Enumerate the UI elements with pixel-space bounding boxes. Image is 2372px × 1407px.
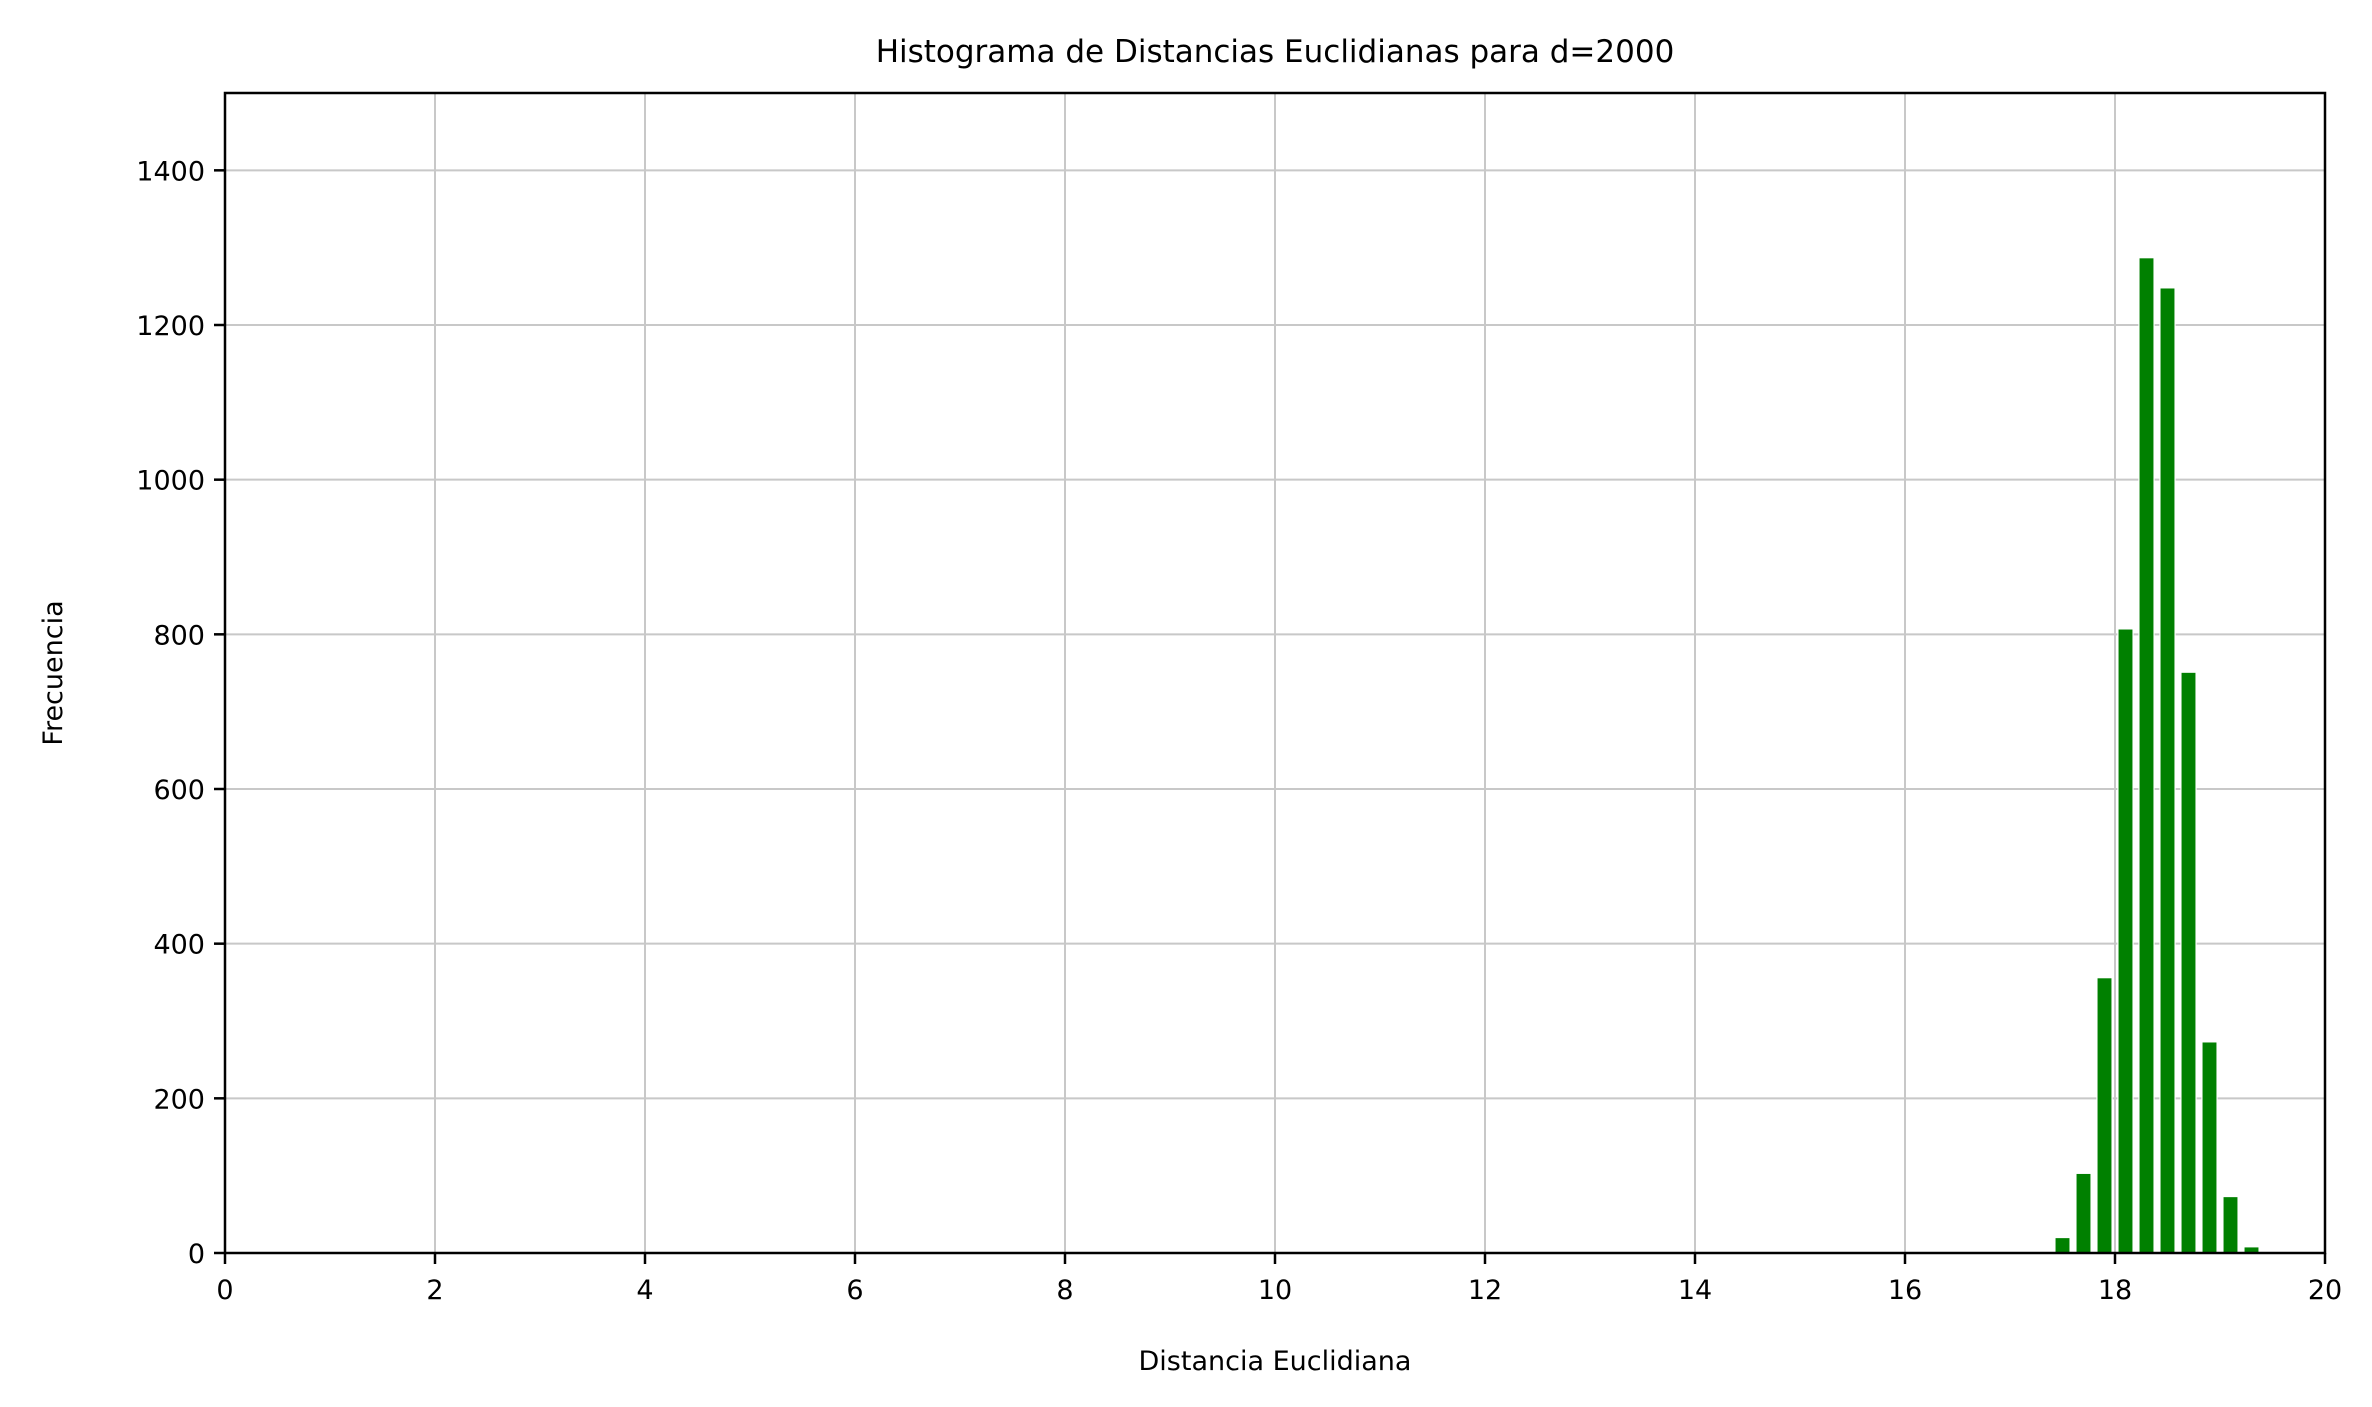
x-tick-label: 14 bbox=[1678, 1275, 1712, 1306]
histogram-bar bbox=[2138, 257, 2155, 1254]
ticks-layer: 0 2 4 6 8 10 12 14 16 18 2002004006008001000120014… bbox=[136, 156, 2342, 1306]
histogram-bar bbox=[2117, 628, 2134, 1254]
x-tick-label: 0 bbox=[216, 1275, 233, 1306]
chart-title: Histograma de Distancias Euclidianas par… bbox=[876, 34, 1675, 70]
x-tick-label: 4 bbox=[636, 1275, 653, 1306]
x-tick-label: 20 bbox=[2308, 1275, 2342, 1306]
plot-frame bbox=[223, 91, 2327, 1255]
histogram-bar bbox=[2075, 1172, 2092, 1254]
histogram-bar bbox=[2096, 977, 2113, 1254]
x-tick-label: 16 bbox=[1888, 1275, 1922, 1306]
histogram-bar bbox=[2159, 287, 2176, 1254]
y-tick-label: 800 bbox=[153, 620, 205, 651]
y-tick-label: 1200 bbox=[136, 311, 205, 342]
bars-layer bbox=[2054, 257, 2260, 1254]
y-tick-label: 600 bbox=[153, 775, 205, 806]
histogram-bar bbox=[2201, 1041, 2218, 1254]
histogram-bar bbox=[2222, 1195, 2239, 1254]
y-tick-label: 1000 bbox=[136, 466, 205, 497]
y-axis-label: Frecuencia bbox=[38, 600, 69, 745]
x-axis-label: Distancia Euclidiana bbox=[1139, 1346, 1412, 1377]
y-tick-label: 400 bbox=[153, 930, 205, 961]
x-tick-label: 6 bbox=[846, 1275, 863, 1306]
x-tick-label: 10 bbox=[1258, 1275, 1292, 1306]
x-tick-label: 12 bbox=[1468, 1275, 1502, 1306]
x-tick-label: 18 bbox=[2098, 1275, 2132, 1306]
grid-layer bbox=[224, 93, 2326, 1254]
histogram-bar bbox=[2054, 1236, 2071, 1254]
x-tick-label: 8 bbox=[1056, 1275, 1073, 1306]
histogram-bar bbox=[2180, 671, 2197, 1254]
y-tick-label: 0 bbox=[188, 1239, 205, 1270]
y-tick-label: 200 bbox=[153, 1084, 205, 1115]
x-tick-label: 2 bbox=[426, 1275, 443, 1306]
y-tick-label: 1400 bbox=[136, 156, 205, 187]
